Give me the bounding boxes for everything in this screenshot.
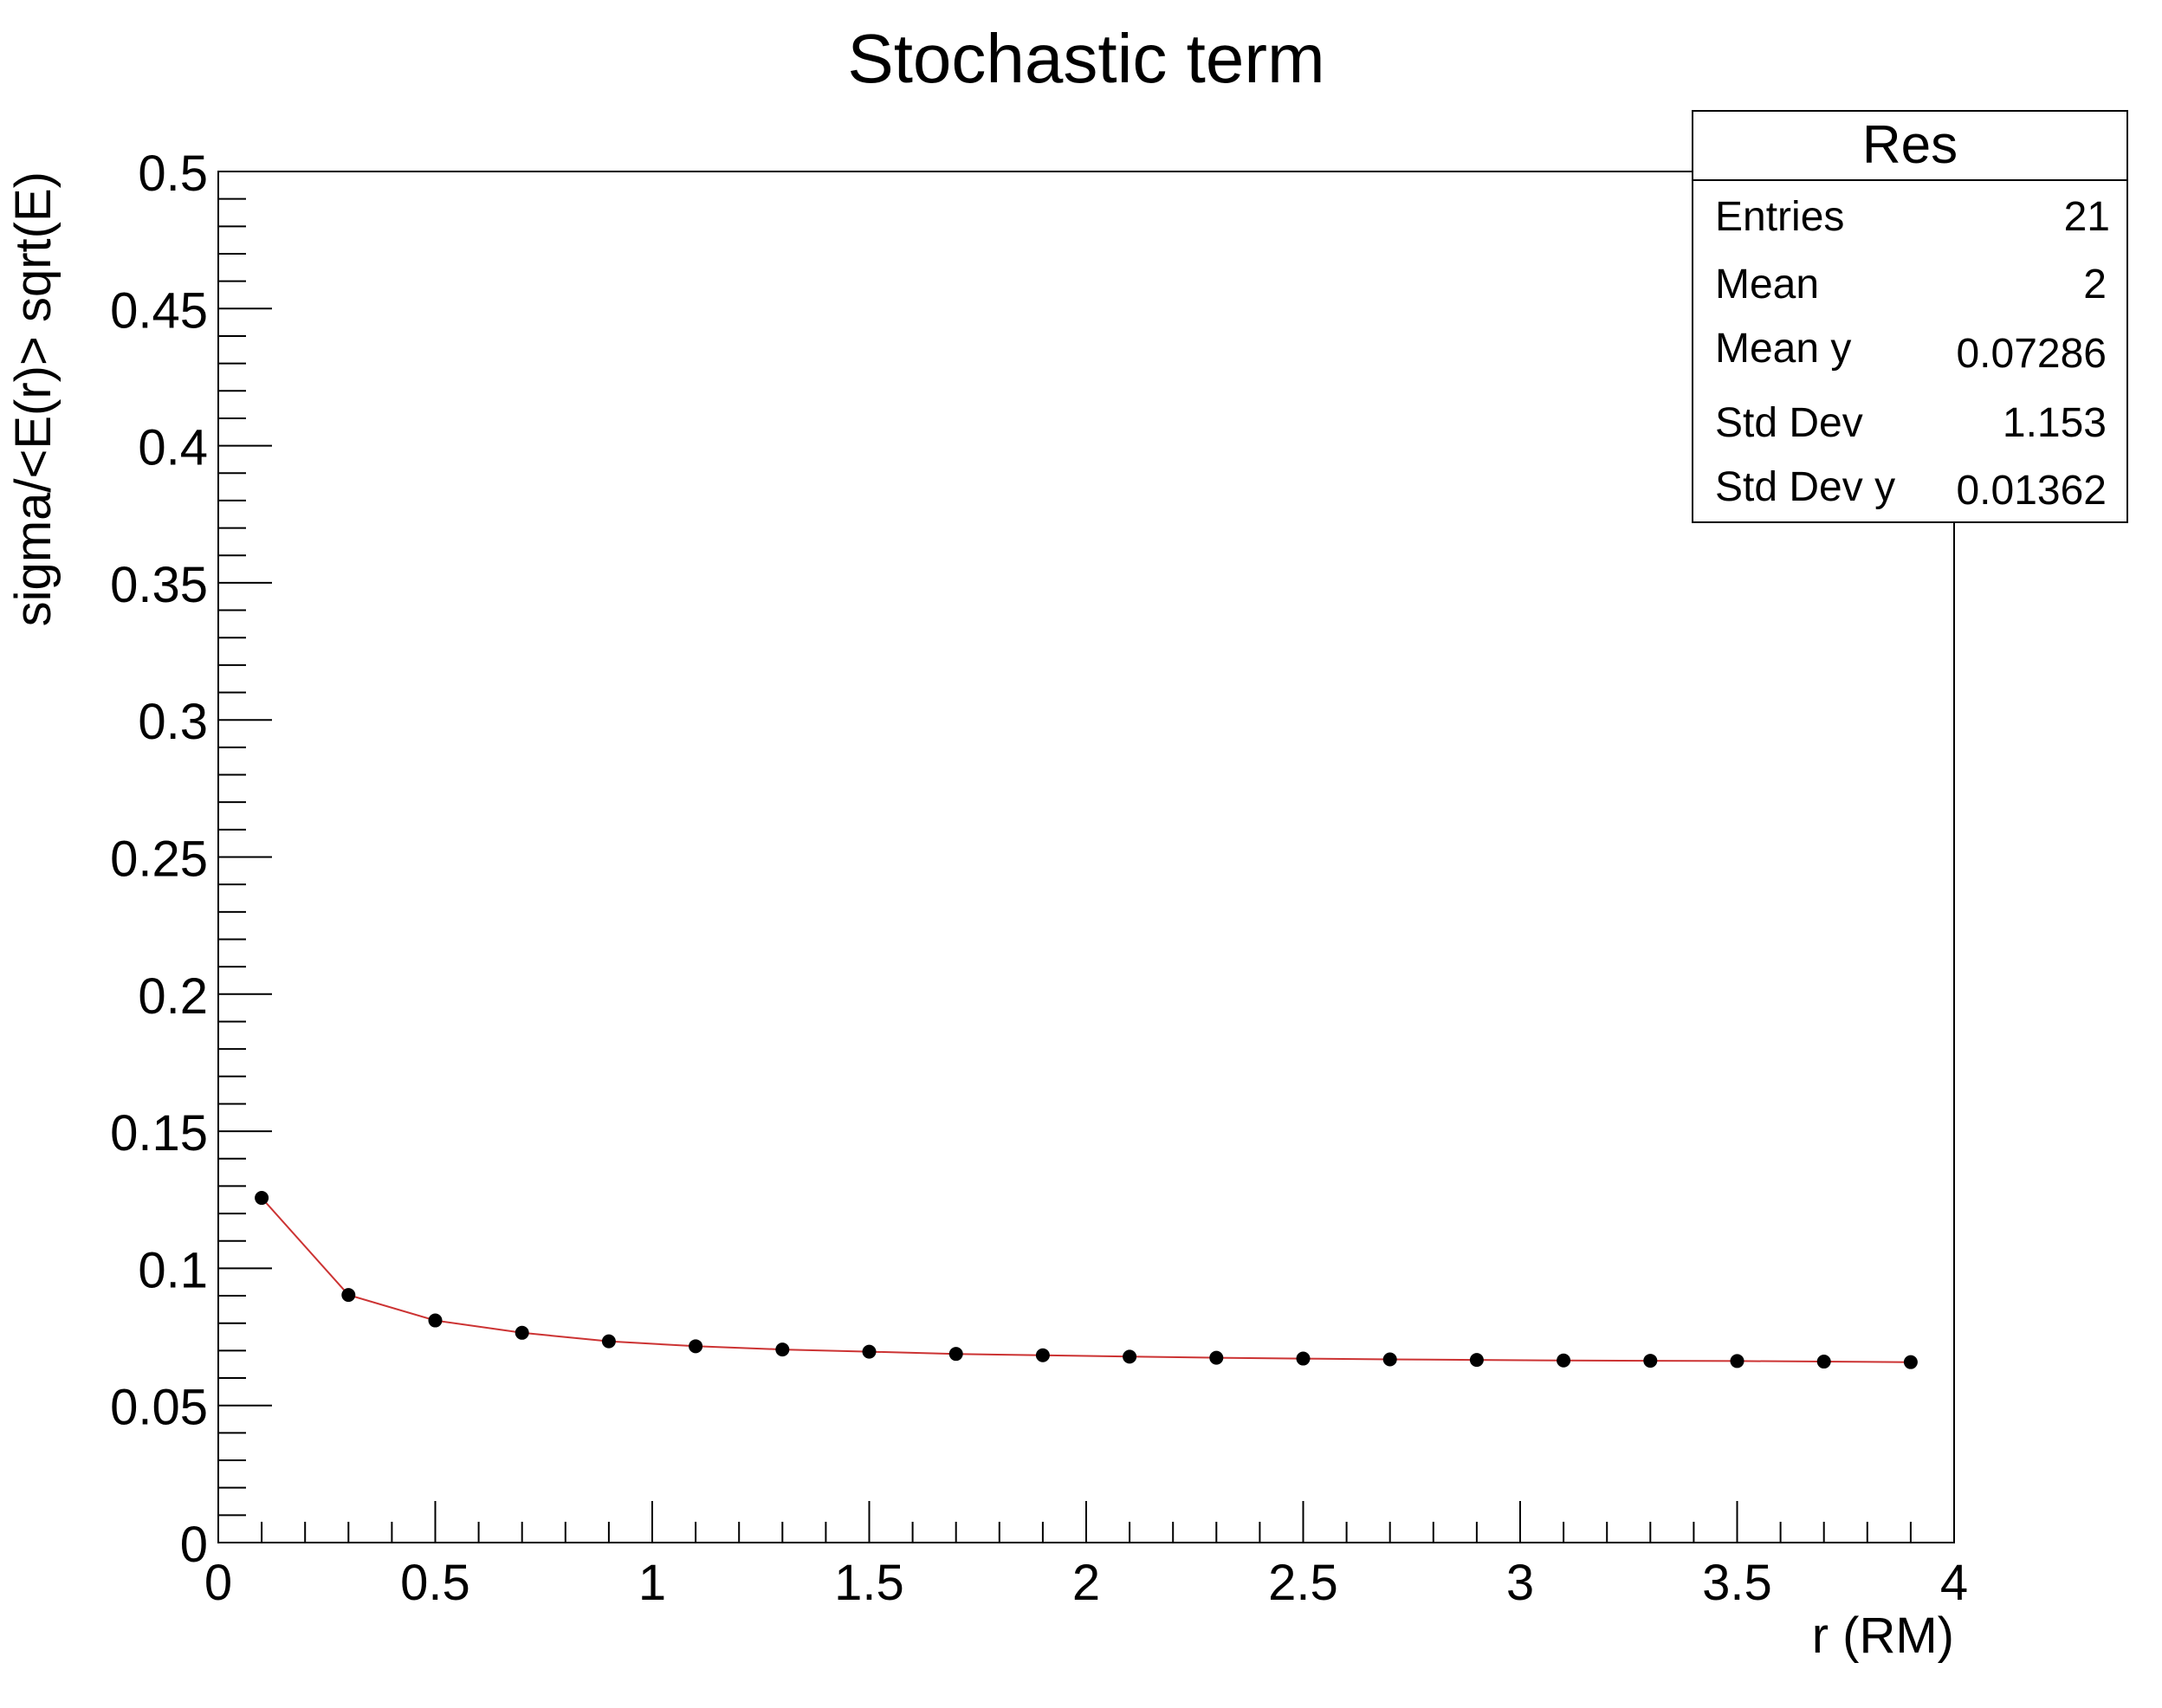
data-series: [255, 1191, 1918, 1369]
stats-box-title: Res: [1862, 115, 1958, 175]
x-axis-label: r (RM): [1812, 1608, 1954, 1664]
y-tick-label: 0.5: [138, 146, 208, 202]
x-tick-label: 0.5: [400, 1555, 470, 1611]
data-point: [1816, 1355, 1831, 1369]
x-tick-label: 3.5: [1702, 1555, 1772, 1611]
x-tick-label: 4: [1940, 1555, 1968, 1611]
data-point: [1557, 1353, 1571, 1368]
stats-row-key: Mean y: [1715, 326, 1851, 372]
stats-box: Res Entries 21 Mean 2 Mean y 0.07286 Std…: [1692, 110, 2128, 523]
x-axis-ticks: [217, 1501, 1955, 1543]
x-tick-label: 1: [638, 1555, 666, 1611]
data-point: [515, 1325, 529, 1340]
data-point: [689, 1339, 703, 1354]
data-point: [1123, 1349, 1137, 1364]
y-axis-label: sigma/<E(r)> sqrt(E): [5, 171, 61, 626]
data-point: [1035, 1348, 1050, 1362]
data-point: [428, 1313, 443, 1328]
y-tick-label: 0.4: [138, 420, 208, 476]
x-tick-label: 3: [1506, 1555, 1534, 1611]
chart-title: Stochastic term: [847, 20, 1324, 97]
y-tick-label: 0.2: [138, 968, 208, 1025]
data-point: [862, 1344, 877, 1359]
stats-row-key: Mean: [1715, 262, 1819, 307]
data-point: [1903, 1355, 1918, 1369]
series-line: [261, 1197, 1911, 1363]
y-tick-label: 0.3: [138, 694, 208, 750]
data-point: [255, 1191, 269, 1206]
y-tick-label: 0: [180, 1517, 208, 1573]
x-tick-label: 1.5: [834, 1555, 904, 1611]
y-tick-label: 0.1: [138, 1242, 208, 1298]
data-point: [1382, 1352, 1397, 1367]
data-point: [1730, 1354, 1744, 1368]
y-tick-label: 0.05: [110, 1380, 208, 1436]
data-point: [341, 1288, 356, 1303]
stats-row-value: 0.07286: [1956, 331, 2107, 377]
y-tick-label: 0.35: [110, 557, 208, 613]
data-point: [775, 1342, 790, 1357]
x-tick-label: 2: [1072, 1555, 1100, 1611]
data-point: [1296, 1351, 1311, 1366]
y-axis-tick-labels: 0 0.05 0.1 0.15 0.2 0.25 0.3 0.35 0.4 0.45 0.5: [110, 146, 208, 1573]
stats-row-key: Std Dev: [1715, 400, 1863, 446]
y-tick-label: 0.45: [110, 282, 208, 339]
x-tick-label: 0: [204, 1555, 232, 1611]
data-point: [601, 1334, 616, 1349]
data-point: [1643, 1354, 1658, 1368]
stats-row-key: Std Dev y: [1715, 464, 1895, 510]
y-tick-label: 0.25: [110, 831, 208, 888]
stats-row-value: 2: [2083, 262, 2107, 307]
x-tick-label: 2.5: [1268, 1555, 1338, 1611]
stats-row-value: 0.01362: [1956, 468, 2107, 514]
data-point: [1469, 1353, 1484, 1368]
stats-row-key: Entries: [1715, 194, 1844, 240]
data-point: [1209, 1350, 1224, 1365]
stats-row-value: 21: [2064, 194, 2110, 240]
y-axis-ticks: [218, 171, 272, 1543]
y-tick-label: 0.15: [110, 1105, 208, 1161]
data-point: [948, 1347, 963, 1362]
x-axis-tick-labels: 0 0.5 1 1.5 2 2.5 3 3.5 4: [204, 1555, 1968, 1611]
stats-row-value: 1.153: [2003, 400, 2107, 446]
